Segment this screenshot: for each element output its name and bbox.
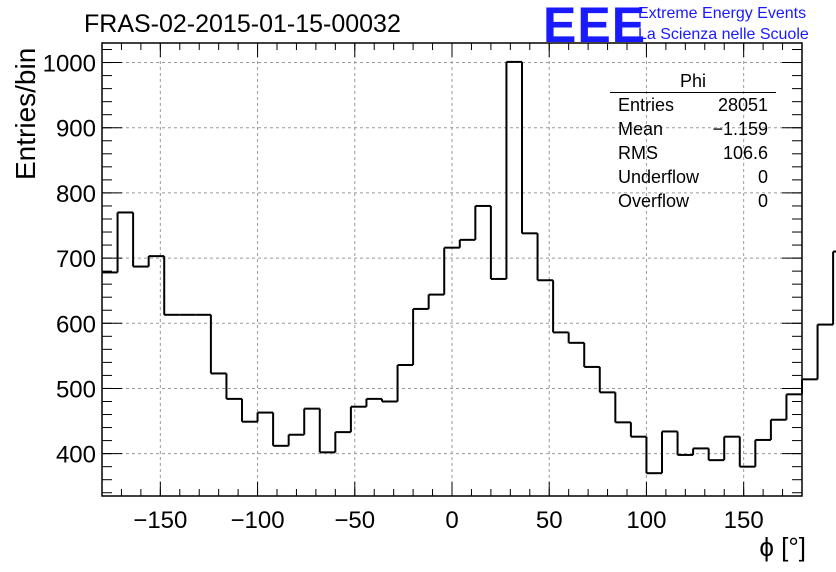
y-tick-label: 400 <box>56 442 96 469</box>
x-tick-label: −150 <box>133 507 187 534</box>
stats-box: Phi Entries 28051 Mean −1.159 RMS 106.6 … <box>610 71 776 213</box>
x-tick-label: 100 <box>626 507 666 534</box>
stats-value: 106.6 <box>722 143 768 163</box>
chart-title: FRAS-02-2015-01-15-00032 <box>84 10 401 38</box>
x-axis-label: ϕ [°] <box>759 532 806 562</box>
y-tick-label: 800 <box>56 181 96 208</box>
stats-label: Mean <box>618 119 664 139</box>
stats-row-entries: Entries 28051 <box>610 93 776 117</box>
logo-line-2: La Scienza nelle Scuole <box>638 26 809 43</box>
stats-value: −1.159 <box>712 119 768 139</box>
stats-value: 28051 <box>717 95 768 115</box>
stats-value: 0 <box>757 167 768 187</box>
stats-label: Entries <box>618 95 675 115</box>
y-tick-label: 600 <box>56 311 96 338</box>
stats-row-overflow: Overflow 0 <box>610 189 776 213</box>
stats-row-mean: Mean −1.159 <box>610 117 776 141</box>
x-tick-label: 0 <box>445 507 458 534</box>
stats-value: 0 <box>757 191 768 211</box>
x-tick-label: 50 <box>536 507 563 534</box>
stats-row-rms: RMS 106.6 <box>610 141 776 165</box>
stats-label: Underflow <box>618 167 700 187</box>
y-axis-label: Entries/bin <box>10 47 41 180</box>
stats-row-underflow: Underflow 0 <box>610 165 776 189</box>
y-tick-label: 1000 <box>43 51 96 78</box>
eee-logo: EEE <box>543 0 647 53</box>
stats-label: RMS <box>618 143 658 163</box>
x-tick-label: −100 <box>231 507 285 534</box>
logo-line-1: Extreme Energy Events <box>638 5 807 22</box>
y-tick-label: 700 <box>56 246 96 273</box>
stats-label: Overflow <box>618 191 690 211</box>
y-tick-label: 500 <box>56 376 96 403</box>
stats-title: Phi <box>610 71 776 93</box>
x-tick-label: −50 <box>334 507 375 534</box>
y-tick-label: 900 <box>56 116 96 143</box>
x-tick-label: 150 <box>724 507 764 534</box>
